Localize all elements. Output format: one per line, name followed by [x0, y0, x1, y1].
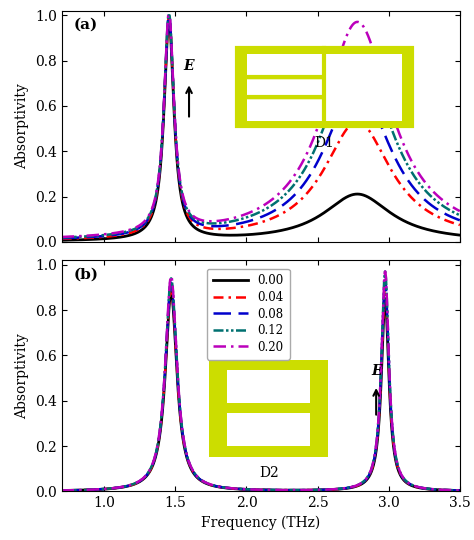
Legend: 0.00, 0.04, 0.08, 0.12, 0.20: 0.00, 0.04, 0.08, 0.12, 0.20 — [207, 268, 290, 360]
Text: (b): (b) — [73, 267, 99, 281]
Bar — [310, 360, 328, 457]
Bar — [209, 403, 328, 414]
Y-axis label: Absorptivity: Absorptivity — [15, 84, 29, 169]
X-axis label: Frequency (THz): Frequency (THz) — [201, 516, 320, 530]
Text: (a): (a) — [73, 18, 98, 32]
Text: D1: D1 — [314, 136, 334, 150]
Bar — [247, 77, 320, 97]
Bar — [209, 360, 328, 370]
Text: D2: D2 — [259, 466, 279, 480]
Text: E: E — [371, 364, 382, 378]
Bar — [247, 53, 402, 120]
Text: E: E — [184, 59, 194, 73]
Y-axis label: Absorptivity: Absorptivity — [15, 333, 29, 418]
Bar — [209, 447, 328, 457]
Bar — [237, 48, 412, 126]
Bar — [209, 360, 227, 457]
